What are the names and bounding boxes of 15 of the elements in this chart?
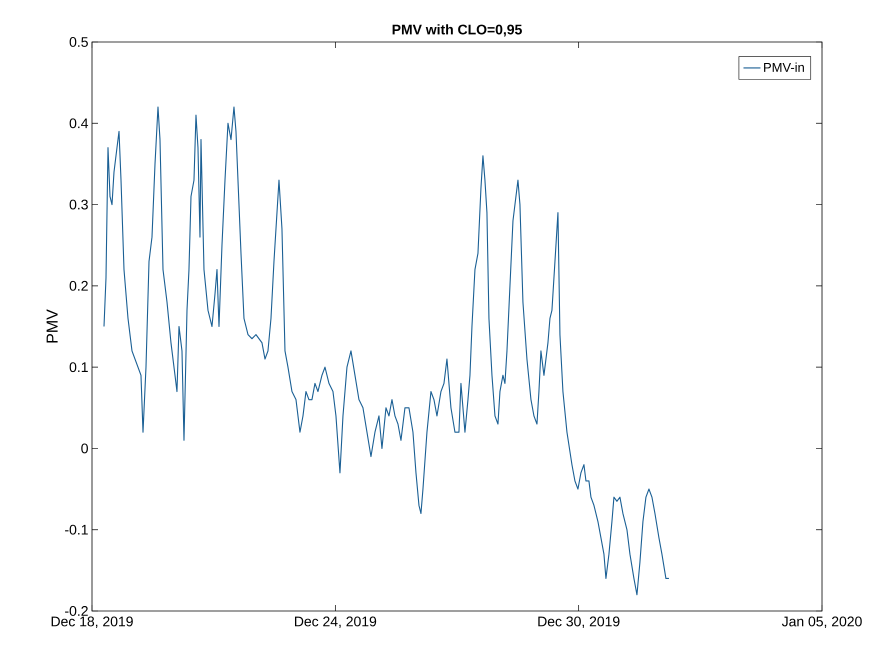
x-tick-label: Jan 05, 2020	[782, 616, 862, 628]
y-axis-title: PMV	[46, 309, 58, 342]
y-tick-label: 0.2	[70, 280, 88, 291]
y-tick-label: -0.1	[65, 524, 88, 535]
x-tick-label: Dec 30, 2019	[538, 616, 620, 628]
x-tick-label: Dec 24, 2019	[294, 616, 376, 628]
y-tick-label: 0.4	[70, 118, 88, 128]
y-tick-label: 0	[81, 443, 88, 454]
y-tick-label: 0.5	[70, 37, 88, 47]
legend-label: PMV-in	[764, 62, 804, 72]
y-tick-label: -0.2	[65, 606, 88, 616]
x-tick-label: Dec 18, 2019	[52, 616, 133, 628]
y-tick-label: 0.3	[70, 200, 88, 210]
chart-title: PMV with CLO=0,95	[392, 24, 522, 36]
y-tick-label: 0.1	[70, 362, 88, 372]
